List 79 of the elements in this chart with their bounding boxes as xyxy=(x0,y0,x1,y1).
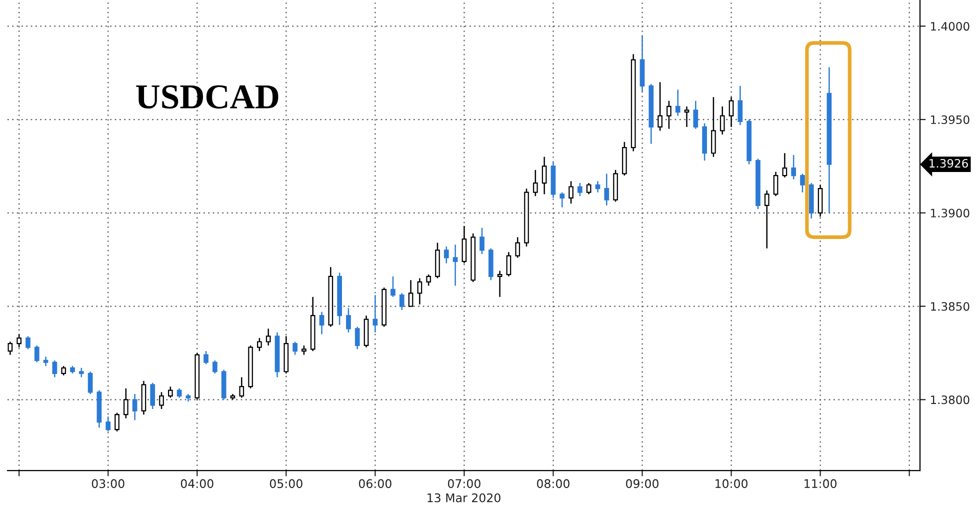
candlestick xyxy=(658,82,662,132)
candlestick xyxy=(728,96,734,128)
y-tick-label: 1.4000 xyxy=(930,22,970,31)
candlestick xyxy=(666,100,672,130)
x-axis-title: 13 Mar 2020 xyxy=(428,493,500,502)
text: 1.3926 xyxy=(930,158,968,168)
x-tick-label: 08:00 xyxy=(536,479,570,488)
candlestick xyxy=(390,276,396,298)
candlestick xyxy=(604,173,610,206)
candlestick xyxy=(426,274,432,286)
candlestick xyxy=(568,180,574,204)
y-tick-label: 1.3950 xyxy=(930,115,970,124)
x-tick-label: 04:00 xyxy=(180,479,214,488)
candlestick xyxy=(266,328,271,346)
candlestick xyxy=(34,344,40,363)
candlestick xyxy=(106,416,111,432)
x-tick-label: 03:00 xyxy=(92,479,124,488)
candlestick xyxy=(132,393,138,421)
candlestick xyxy=(578,182,582,197)
candlestick xyxy=(123,388,128,419)
candlestick xyxy=(168,386,173,398)
candlestick xyxy=(452,244,458,286)
candlestick xyxy=(26,336,30,350)
candlestick xyxy=(346,308,351,334)
candlestick xyxy=(675,89,680,116)
candlestick xyxy=(738,85,743,126)
candlestick xyxy=(444,246,449,264)
candlestick xyxy=(408,279,414,307)
candlestick xyxy=(532,169,538,197)
candlestick xyxy=(319,311,324,335)
candlestick xyxy=(684,106,690,128)
candlestick xyxy=(782,152,788,178)
candlestick xyxy=(399,292,404,311)
candlestick xyxy=(560,192,565,208)
candlestick xyxy=(693,100,698,130)
candlestick xyxy=(586,182,592,195)
x-tick-label: 10:00 xyxy=(716,479,748,488)
y-tick-label: 1.3800 xyxy=(930,395,970,404)
candlestick xyxy=(497,270,502,298)
candlestick xyxy=(506,251,512,278)
candlestick xyxy=(16,334,22,348)
candlestick xyxy=(114,412,120,432)
x-tick-label: 09:00 xyxy=(626,479,658,488)
y-tick-label: 1.3850 xyxy=(930,302,970,311)
candlestick xyxy=(764,190,770,249)
candlestick xyxy=(515,236,520,258)
text: USDCAD xyxy=(136,85,278,109)
candlestick xyxy=(542,156,547,195)
candlestick xyxy=(292,341,298,356)
x-tick-label: 11:00 xyxy=(804,479,837,488)
candlestick xyxy=(239,376,244,398)
candlestick xyxy=(159,392,164,410)
candlestick xyxy=(212,360,218,374)
candlestick xyxy=(204,350,208,365)
candlestick xyxy=(61,365,66,376)
candlestick xyxy=(150,382,156,410)
y-tick-label: 1.3900 xyxy=(930,208,970,218)
candlestick xyxy=(372,294,378,334)
x-tick-label: 06:00 xyxy=(358,479,392,488)
candlestick xyxy=(791,154,796,180)
candlestick xyxy=(88,371,93,395)
candlestick xyxy=(595,180,600,193)
candlestick xyxy=(354,326,360,350)
candlestick xyxy=(302,344,306,356)
candlestick xyxy=(462,225,467,264)
candlestick xyxy=(711,96,716,158)
candlestick xyxy=(773,171,778,197)
candlestick xyxy=(720,106,725,136)
candlestick xyxy=(43,356,48,367)
x-tick-label: 05:00 xyxy=(270,479,302,488)
candlestick xyxy=(800,173,805,193)
candlestick xyxy=(257,337,262,352)
candlestick xyxy=(52,360,58,378)
candlestick xyxy=(417,278,422,306)
candlestick xyxy=(480,227,484,255)
x-tick-label: 07:00 xyxy=(448,479,480,488)
candlestick xyxy=(176,388,182,398)
candlestick xyxy=(78,367,84,378)
candlestick xyxy=(8,341,13,356)
